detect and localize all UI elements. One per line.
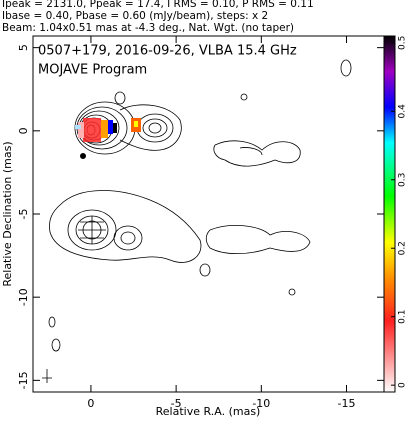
plot-frame: [32, 35, 385, 393]
subtitle: MOJAVE Program: [38, 63, 147, 78]
header-line: Ibase = 0.40, Pbase = 0.60 (mJy/beam), s…: [2, 10, 268, 22]
y-tick-label: -5: [17, 209, 30, 220]
colorbar: [383, 35, 396, 393]
header-line: Beam: 1.04x0.51 mas at -4.3 deg., Nat. W…: [2, 22, 294, 34]
x-axis-label: Relative R.A. (mas): [156, 405, 261, 418]
y-tick-label: -15: [17, 371, 30, 389]
title: 0507+179, 2016-09-26, VLBA 15.4 GHz: [38, 44, 297, 59]
x-tick-label: -15: [338, 397, 356, 410]
y-axis-label: Relative Declination (mas): [1, 141, 14, 286]
colorbar-tick-label: 0: [398, 382, 408, 388]
contour-map: [42, 59, 352, 383]
x-tick-label: 0: [87, 397, 94, 410]
y-tick-label: 5: [17, 44, 30, 51]
y-tick-label: 0: [17, 127, 30, 134]
x-tick-label: -10: [252, 397, 270, 410]
colorbar-tick-label: 0.3: [398, 173, 408, 187]
colorbar-tick-label: 0.5: [398, 36, 408, 50]
colorbar-tick-label: 0.4: [398, 104, 408, 119]
x-tick-label: -5: [171, 397, 182, 410]
colorbar-tick-label: 0.1: [398, 310, 408, 324]
colorbar-tick-label: 0.2: [398, 241, 408, 255]
header-line: Ipeak = 2131.0, Ppeak = 17.4, I RMS = 0.…: [2, 0, 314, 10]
y-tick-label: -10: [17, 288, 30, 306]
